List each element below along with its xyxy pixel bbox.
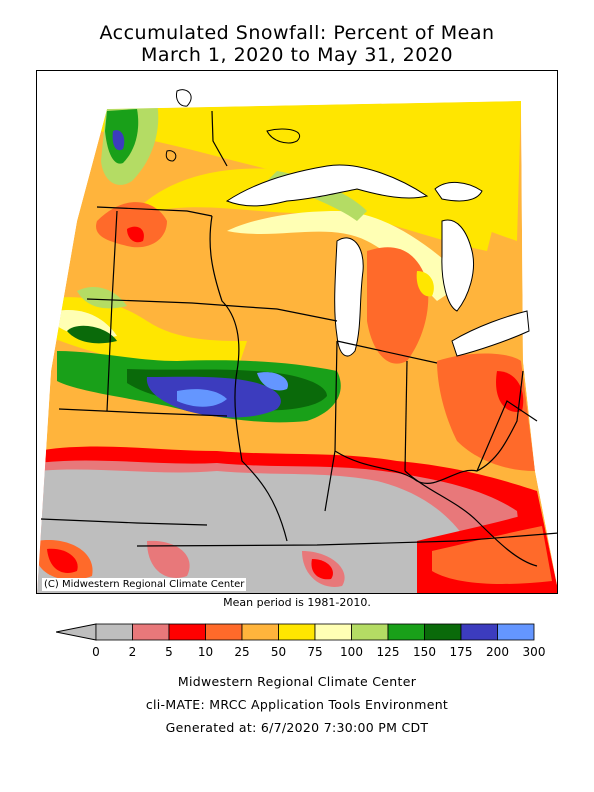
legend-tick-label: 100 bbox=[340, 645, 363, 659]
legend-tick-label: 300 bbox=[522, 645, 546, 659]
footer-organization: Midwestern Regional Climate Center bbox=[177, 674, 417, 689]
legend-swatch bbox=[241, 623, 279, 641]
great-lakes bbox=[225, 164, 530, 357]
legend-swatch bbox=[424, 623, 462, 641]
legend-tick-label: 175 bbox=[449, 645, 473, 659]
snowfall-map bbox=[36, 70, 558, 594]
legend-swatch bbox=[497, 623, 535, 641]
footer-application: cli-MATE: MRCC Application Tools Environ… bbox=[145, 697, 449, 712]
lake-outlines bbox=[165, 89, 300, 162]
footer-generated-time: Generated at: 6/7/2020 7:30:00 PM CDT bbox=[165, 720, 429, 735]
legend-tick-label: 200 bbox=[486, 645, 509, 659]
legend-tick-label: 150 bbox=[413, 645, 436, 659]
legend-swatch bbox=[314, 623, 352, 641]
legend-tick-label: 75 bbox=[307, 645, 323, 659]
out-of-domain bbox=[37, 71, 557, 593]
legend-tick-label: 125 bbox=[376, 645, 400, 659]
legend-swatch bbox=[460, 623, 498, 641]
map-canvas bbox=[37, 71, 557, 593]
legend-swatch bbox=[168, 623, 206, 641]
legend-tick-label: 50 bbox=[270, 645, 287, 659]
legend-swatch bbox=[95, 623, 133, 641]
color-legend bbox=[56, 623, 535, 641]
legend-tick-label: 5 bbox=[165, 645, 173, 659]
map-title: Accumulated Snowfall: Percent of Mean bbox=[99, 22, 495, 44]
map-credit: (C) Midwestern Regional Climate Center bbox=[42, 578, 247, 591]
state-boundaries bbox=[40, 110, 557, 567]
legend-tick-label: 0 bbox=[92, 645, 100, 659]
legend-swatch bbox=[132, 623, 170, 641]
map-date-range: March 1, 2020 to May 31, 2020 bbox=[140, 44, 454, 66]
legend-swatch bbox=[351, 623, 389, 641]
legend-swatch bbox=[205, 623, 243, 641]
legend-swatch bbox=[278, 623, 316, 641]
legend-tick-label: 10 bbox=[197, 645, 214, 659]
legend-swatch bbox=[387, 623, 425, 641]
legend-swatches bbox=[95, 623, 535, 641]
legend-tick-label: 2 bbox=[128, 645, 137, 659]
legend-below-arrow bbox=[56, 623, 97, 641]
legend-tick-label: 25 bbox=[234, 645, 250, 659]
mean-period-note: Mean period is 1981-2010. bbox=[223, 596, 371, 609]
